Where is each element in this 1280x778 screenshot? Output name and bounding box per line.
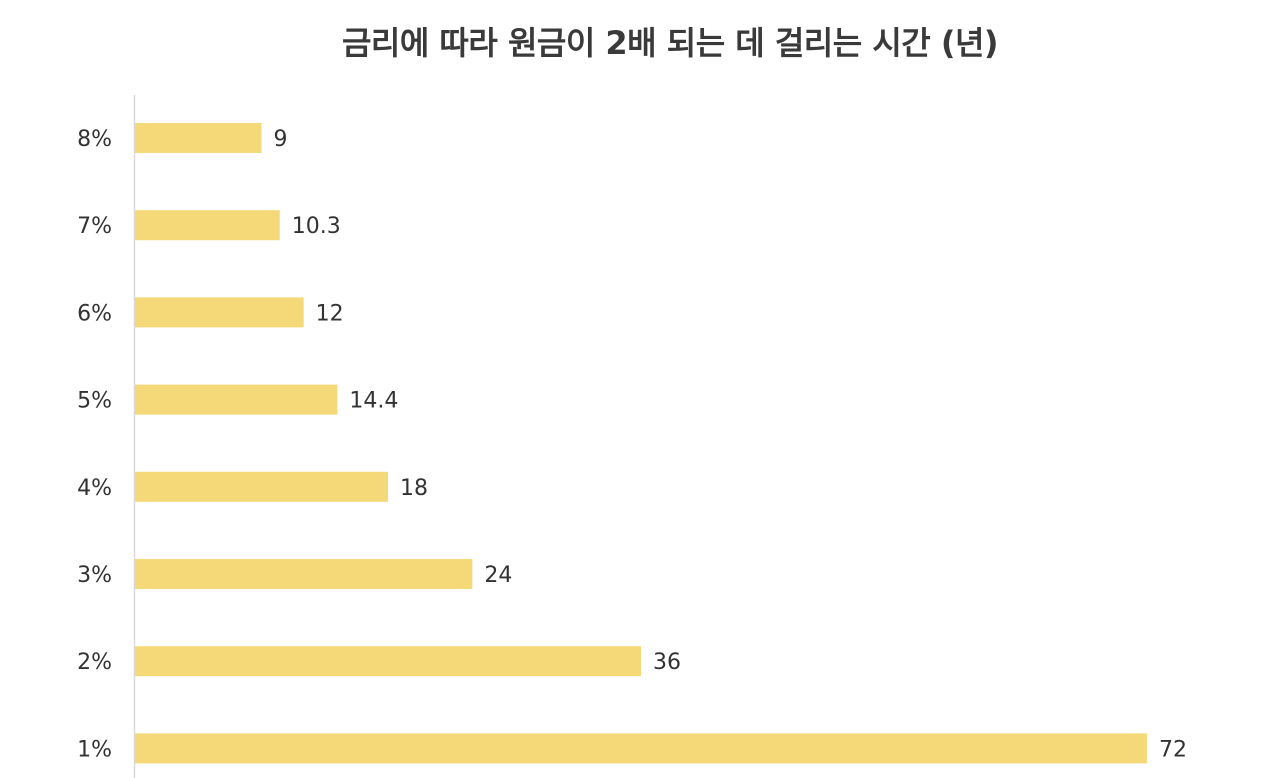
bar-8pct: [135, 123, 262, 153]
bar-2pct: [135, 646, 641, 677]
data-label: 18: [400, 476, 428, 501]
data-label: 72: [1159, 737, 1187, 762]
bar-7pct: [135, 210, 280, 241]
category-label: 3%: [77, 563, 112, 588]
category-label: 2%: [77, 650, 112, 675]
data-label: 10.3: [292, 214, 341, 239]
bar-1pct: [135, 733, 1147, 764]
category-label: 8%: [77, 127, 112, 152]
data-label: 9: [274, 127, 288, 152]
bar-6pct: [135, 297, 304, 328]
category-label: 6%: [77, 301, 112, 326]
category-label: 1%: [77, 737, 112, 762]
bar-4pct: [135, 471, 388, 502]
category-label: 5%: [77, 389, 112, 414]
data-label: 36: [653, 650, 681, 675]
bar-3pct: [135, 559, 473, 589]
category-label: 7%: [77, 214, 112, 239]
chart-title: 금리에 따라 원금이 2배 되는 데 걸리는 시간 (년): [341, 24, 999, 62]
data-label: 24: [484, 563, 512, 588]
bar-5pct: [135, 384, 338, 415]
data-label: 14.4: [349, 389, 398, 414]
data-label: 12: [316, 301, 344, 326]
category-label: 4%: [77, 476, 112, 501]
